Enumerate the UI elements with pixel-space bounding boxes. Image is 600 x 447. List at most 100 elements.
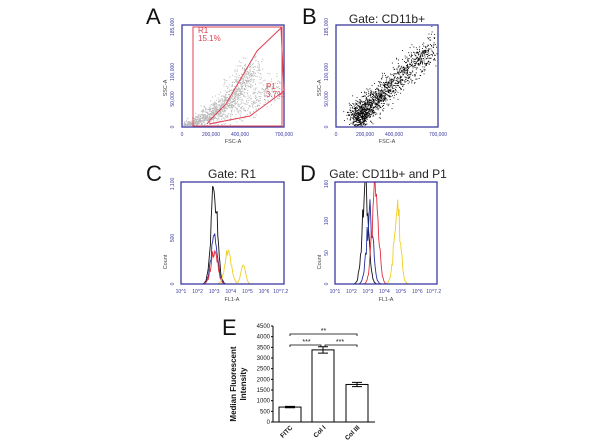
scatter-point xyxy=(370,99,371,101)
scatter-point xyxy=(398,72,399,74)
scatter-point xyxy=(422,50,424,52)
scatter-point xyxy=(186,120,188,122)
scatter-point xyxy=(375,103,377,105)
scatter-point xyxy=(368,108,370,110)
scatter-point xyxy=(394,73,396,75)
scatter-point xyxy=(399,82,401,84)
scatter-point xyxy=(357,107,359,109)
scatter-point xyxy=(188,123,190,125)
scatter-point xyxy=(424,51,426,53)
scatter-point xyxy=(349,124,350,125)
scatter-point xyxy=(372,123,374,125)
scatter-point xyxy=(272,97,274,99)
scatter-point xyxy=(362,107,364,109)
scatter-point xyxy=(253,92,255,94)
scatter-point xyxy=(209,117,211,119)
scatter-point xyxy=(207,113,209,114)
scatter-point xyxy=(266,87,268,89)
scatter-point xyxy=(379,101,381,102)
scatter-point xyxy=(264,92,266,94)
scatter-point xyxy=(184,122,186,123)
scatter-point xyxy=(357,104,358,106)
scatter-point xyxy=(215,99,217,101)
scatter-point xyxy=(363,113,365,115)
scatter-point xyxy=(225,94,227,96)
scatter-point xyxy=(238,77,239,79)
scatter-point xyxy=(244,83,246,84)
scatter-point xyxy=(388,81,390,83)
scatter-point xyxy=(414,65,416,66)
y-tick: 160 xyxy=(324,180,330,189)
scatter-point xyxy=(382,95,384,97)
scatter-point xyxy=(389,79,391,81)
scatter-point xyxy=(405,57,407,59)
scatter-point xyxy=(419,51,421,53)
scatter-point xyxy=(412,66,414,67)
scatter-point xyxy=(359,119,361,121)
scatter-point xyxy=(379,85,381,87)
scatter-point xyxy=(355,113,357,114)
scatter-point xyxy=(362,115,364,117)
scatter-point xyxy=(252,93,254,95)
scatter-point xyxy=(386,88,388,89)
scatter-point xyxy=(354,124,356,125)
scatter-point xyxy=(204,119,206,121)
scatter-point xyxy=(202,120,203,122)
scatter-point xyxy=(229,94,230,96)
scatter-point xyxy=(228,99,230,101)
scatter-point xyxy=(351,113,353,115)
scatter-point xyxy=(254,72,256,74)
scatter-point xyxy=(237,108,239,110)
scatter-point xyxy=(436,46,437,48)
scatter-point xyxy=(390,96,392,97)
scatter-point xyxy=(236,121,238,123)
scatter-point xyxy=(197,114,199,116)
scatter-point xyxy=(257,61,259,62)
scatter-point xyxy=(209,121,211,123)
scatter-point xyxy=(378,99,380,101)
scatter-point xyxy=(206,111,208,113)
scatter-point xyxy=(378,96,380,98)
scatter-point xyxy=(263,95,265,97)
gate-r1-label: R1 xyxy=(198,26,209,35)
scatter-point xyxy=(195,122,196,124)
scatter-point xyxy=(359,108,361,110)
scatter-point xyxy=(399,75,401,77)
scatter-point xyxy=(198,114,200,116)
scatter-point xyxy=(370,90,372,92)
scatter-point xyxy=(239,93,241,94)
scatter-point xyxy=(355,121,357,122)
scatter-point xyxy=(371,104,372,106)
plot-frame-b xyxy=(335,24,439,128)
scatter-point xyxy=(243,103,245,105)
scatter-point xyxy=(245,65,246,67)
scatter-point xyxy=(236,97,238,98)
scatter-point xyxy=(378,89,380,91)
scatter-point xyxy=(277,80,279,82)
x-tick: 10^1 xyxy=(330,289,341,295)
scatter-point xyxy=(380,107,382,109)
scatter-point xyxy=(218,104,220,106)
scatter-point xyxy=(277,87,279,89)
scatter-point xyxy=(240,107,241,109)
scatter-point xyxy=(392,73,394,75)
scatter-point xyxy=(396,80,398,82)
y-tick: 50 xyxy=(324,250,330,256)
scatter-point xyxy=(265,95,267,97)
scatter-point xyxy=(235,92,237,94)
scatter-point xyxy=(366,113,368,115)
scatter-point xyxy=(249,85,251,87)
scatter-point xyxy=(220,111,222,113)
scatter-point xyxy=(411,65,413,67)
scatter-point xyxy=(259,79,261,80)
scatter-point xyxy=(389,82,391,84)
scatter-point xyxy=(358,109,360,110)
scatter-point xyxy=(232,81,234,83)
scatter-point xyxy=(371,97,373,99)
significance-bracket xyxy=(324,344,358,347)
scatter-point xyxy=(407,80,408,81)
scatter-point xyxy=(417,52,418,54)
scatter-point xyxy=(239,94,241,96)
scatter-point xyxy=(190,123,192,124)
scatter-point xyxy=(397,73,399,75)
